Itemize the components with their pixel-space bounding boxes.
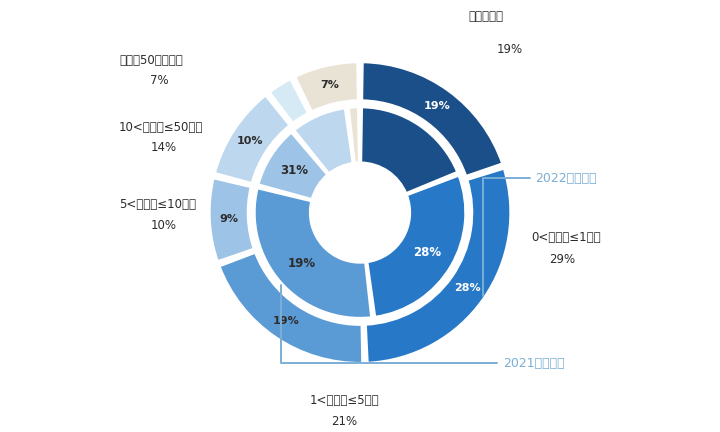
Text: 净利润50亿元以上: 净利润50亿元以上 — [119, 54, 183, 67]
Text: 31%: 31% — [280, 165, 308, 178]
Wedge shape — [361, 62, 503, 176]
Wedge shape — [215, 95, 290, 184]
Text: 29%: 29% — [549, 253, 576, 266]
Text: 19%: 19% — [288, 257, 316, 270]
Text: 19%: 19% — [497, 43, 523, 56]
Wedge shape — [210, 178, 254, 262]
Text: 7%: 7% — [320, 80, 339, 90]
Text: 28%: 28% — [454, 283, 481, 293]
Text: 10%: 10% — [237, 136, 264, 146]
Wedge shape — [254, 188, 372, 318]
Text: 净利润为负: 净利润为负 — [469, 10, 504, 23]
Text: 7%: 7% — [150, 74, 168, 87]
Text: 5<净利润≤10亿元: 5<净利润≤10亿元 — [119, 198, 196, 211]
Text: 21%: 21% — [331, 415, 358, 428]
Text: 19%: 19% — [424, 102, 451, 111]
Wedge shape — [361, 107, 458, 194]
Text: 0<净利润≤1亿元: 0<净利润≤1亿元 — [531, 231, 600, 244]
Wedge shape — [258, 132, 328, 200]
Text: 28%: 28% — [413, 246, 441, 259]
Text: 2022年净利润: 2022年净利润 — [483, 172, 597, 296]
Text: 1<净利润≤5亿元: 1<净利润≤5亿元 — [310, 394, 379, 407]
Wedge shape — [269, 79, 308, 123]
Text: 19%: 19% — [273, 316, 300, 326]
Wedge shape — [219, 252, 363, 363]
Wedge shape — [348, 107, 359, 163]
Text: 10%: 10% — [150, 219, 176, 232]
Text: 9%: 9% — [220, 214, 238, 224]
Text: 2021年净利润: 2021年净利润 — [281, 285, 564, 370]
Wedge shape — [294, 62, 359, 112]
Wedge shape — [366, 168, 510, 363]
Text: 14%: 14% — [150, 141, 176, 154]
Wedge shape — [294, 108, 353, 174]
Wedge shape — [367, 175, 466, 317]
Text: 10<净利润≤50亿元: 10<净利润≤50亿元 — [119, 121, 204, 133]
